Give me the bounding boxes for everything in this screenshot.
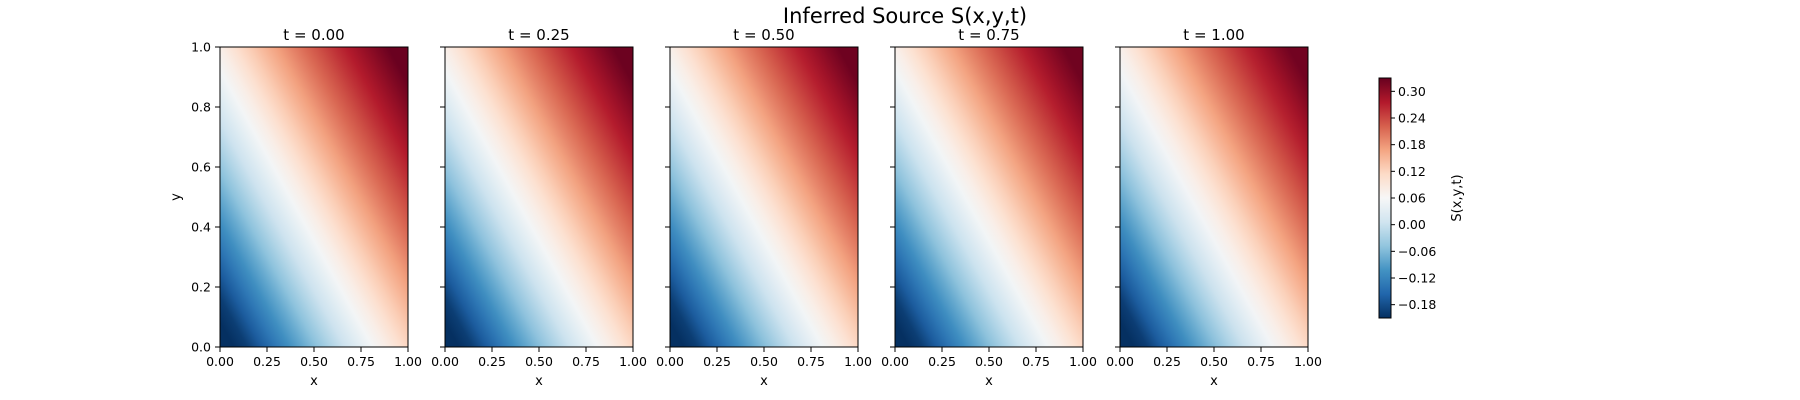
colorbar-tick-label-7: 0.24 xyxy=(1398,111,1426,126)
colorbar-tick-label-2: −0.06 xyxy=(1398,244,1436,259)
x-axis-label-3: x xyxy=(985,374,993,389)
colorbar-tick-label-6: 0.18 xyxy=(1398,137,1426,152)
heatmap-field-3 xyxy=(895,47,1083,347)
panel-title-4: t = 1.00 xyxy=(1183,26,1244,44)
x-tick-label-3-4: 1.00 xyxy=(1069,354,1097,369)
heatmap-field-0 xyxy=(220,47,408,347)
x-tick-label-3-2: 0.50 xyxy=(975,354,1003,369)
y-tick-label-0: 0.0 xyxy=(191,340,211,355)
y-tick-label-4: 0.8 xyxy=(191,100,211,115)
x-axis-label-0: x xyxy=(310,374,318,389)
colorbar-tick-label-0: −0.18 xyxy=(1398,297,1436,312)
x-tick-label-3-0: 0.00 xyxy=(881,354,909,369)
x-tick-label-3-3: 0.75 xyxy=(1022,354,1050,369)
colorbar-tick-label-4: 0.06 xyxy=(1398,191,1426,206)
x-axis-label-4: x xyxy=(1210,374,1218,389)
heatmap-field-2 xyxy=(670,47,858,347)
panel-4: t = 1.00 0.00 0.25 0.50 0.75 1.00 x xyxy=(1106,26,1322,389)
heatmap-panels: t = 0.00 0.00 0.25 0.50 0.75 1.00 x 0.0 0.2 0.4 0.… xyxy=(169,26,1322,389)
y-tick-label-5: 1.0 xyxy=(191,40,211,55)
colorbar: −0.18 −0.12 −0.06 0.00 0.06 0.12 0.18 0.24 0.30 S… xyxy=(1378,77,1465,319)
x-tick-label-0-4: 1.00 xyxy=(394,354,422,369)
x-tick-label-2-4: 1.00 xyxy=(844,354,872,369)
colorbar-tick-label-8: 0.30 xyxy=(1398,84,1426,99)
panel-title-3: t = 0.75 xyxy=(958,26,1019,44)
x-tick-label-3-1: 0.25 xyxy=(928,354,956,369)
x-tick-label-4-2: 0.50 xyxy=(1200,354,1228,369)
x-tick-label-2-2: 0.50 xyxy=(750,354,778,369)
heatmap-field-4 xyxy=(1120,47,1308,347)
x-tick-label-2-1: 0.25 xyxy=(703,354,731,369)
colorbar-label: S(x,y,t) xyxy=(1450,174,1465,221)
panel-title-1: t = 0.25 xyxy=(508,26,569,44)
x-tick-label-2-0: 0.00 xyxy=(656,354,684,369)
y-axis-label: y xyxy=(169,193,184,201)
colorbar-tick-label-1: −0.12 xyxy=(1398,271,1436,286)
x-tick-label-0-0: 0.00 xyxy=(206,354,234,369)
x-axis-label-1: x xyxy=(535,374,543,389)
x-tick-label-4-1: 0.25 xyxy=(1153,354,1181,369)
y-tick-label-3: 0.6 xyxy=(191,160,211,175)
x-tick-label-0-3: 0.75 xyxy=(347,354,375,369)
x-tick-label-4-0: 0.00 xyxy=(1106,354,1134,369)
x-tick-label-1-2: 0.50 xyxy=(525,354,553,369)
panel-title-2: t = 0.50 xyxy=(733,26,794,44)
panel-title-0: t = 0.00 xyxy=(283,26,344,44)
x-tick-label-4-4: 1.00 xyxy=(1294,354,1322,369)
y-tick-label-2: 0.4 xyxy=(191,220,211,235)
x-tick-label-2-3: 0.75 xyxy=(797,354,825,369)
x-tick-label-1-3: 0.75 xyxy=(572,354,600,369)
x-tick-label-1-1: 0.25 xyxy=(478,354,506,369)
x-tick-label-0-1: 0.25 xyxy=(253,354,281,369)
y-tick-label-1: 0.2 xyxy=(191,280,211,295)
panel-0: t = 0.00 0.00 0.25 0.50 0.75 1.00 x 0.0 0.2 0.4 0.… xyxy=(169,26,422,389)
x-axis-label-2: x xyxy=(760,374,768,389)
figure-title: Inferred Source S(x,y,t) xyxy=(783,4,1027,28)
x-tick-label-1-0: 0.00 xyxy=(431,354,459,369)
panel-3: t = 0.75 0.00 0.25 0.50 0.75 1.00 x xyxy=(881,26,1097,389)
x-tick-label-1-4: 1.00 xyxy=(619,354,647,369)
colorbar-tick-label-3: 0.00 xyxy=(1398,217,1426,232)
x-tick-label-4-3: 0.75 xyxy=(1247,354,1275,369)
panel-1: t = 0.25 0.00 0.25 0.50 0.75 1.00 x xyxy=(431,26,647,389)
heatmap-field-1 xyxy=(445,47,633,347)
colorbar-gradient xyxy=(1379,78,1391,318)
panel-2: t = 0.50 0.00 0.25 0.50 0.75 1.00 x xyxy=(656,26,872,389)
colorbar-tick-label-5: 0.12 xyxy=(1398,164,1426,179)
x-tick-label-0-2: 0.50 xyxy=(300,354,328,369)
